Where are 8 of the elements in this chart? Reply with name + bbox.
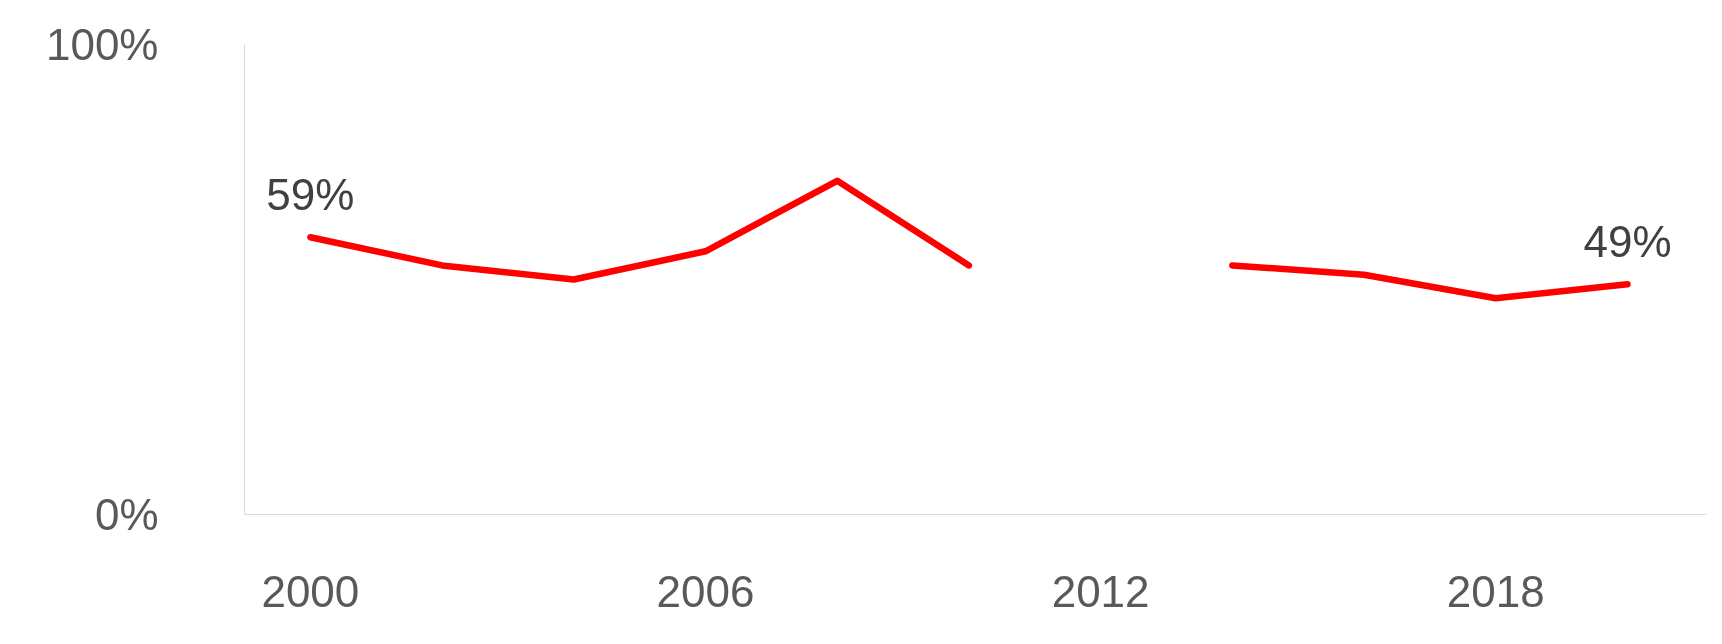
- y-tick-label: 100%: [45, 20, 159, 69]
- x-tick-label: 2006: [656, 566, 755, 616]
- x-tick-label: 2000: [261, 566, 360, 616]
- y-tick-label: 0%: [94, 490, 159, 539]
- x-tick-label: 2012: [1051, 566, 1150, 616]
- x-tick-label: 2018: [1446, 566, 1545, 616]
- data-label: 49%: [1583, 217, 1672, 267]
- data-label: 59%: [266, 170, 355, 220]
